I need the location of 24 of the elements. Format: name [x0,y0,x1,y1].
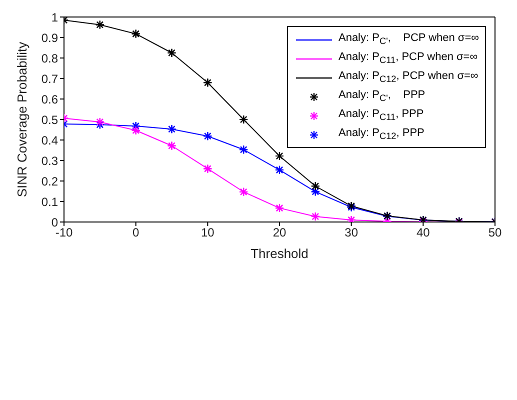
y-tick-label: 0.4 [41,133,58,148]
legend-label: Analy: P$_{C11}$, PCP when σ=∞ [338,51,478,66]
x-tick-label: 10 [200,226,215,240]
y-tick-label: 0.3 [41,154,58,168]
y-tick-label: 0.7 [41,72,58,86]
y-axis-title: SINR Coverage Probability [14,41,30,198]
y-tick-label: 0.8 [41,51,58,66]
legend-label: Analy: P$_{C12}$, PCP when σ=∞ [338,70,478,85]
y-tick-label: 0.9 [41,30,58,45]
x-tick-label: 20 [272,226,286,240]
y-tick-label: 0.1 [41,194,58,209]
legend-label: Analy: P$_{C11}$, PPP [338,108,424,123]
x-tick-label: 40 [416,226,430,240]
y-tick-label: 0.5 [41,112,58,127]
legend-label: Analy: P$_{C'}$, PPP [338,89,426,104]
x-tick-label: 50 [488,226,502,240]
y-tick-label: 0.6 [41,92,58,106]
y-tick-label: 0.2 [41,174,58,188]
x-tick-label: 0 [132,226,140,240]
x-axis-title: Threshold [250,246,308,261]
legend-label: Analy: P$_{C12}$, PPP [338,127,424,142]
legend-label: Analy: P$_{C'}$, PCP when σ=∞ [338,32,479,47]
x-tick-label: 30 [344,226,358,240]
y-tick-label: 1 [51,10,58,24]
